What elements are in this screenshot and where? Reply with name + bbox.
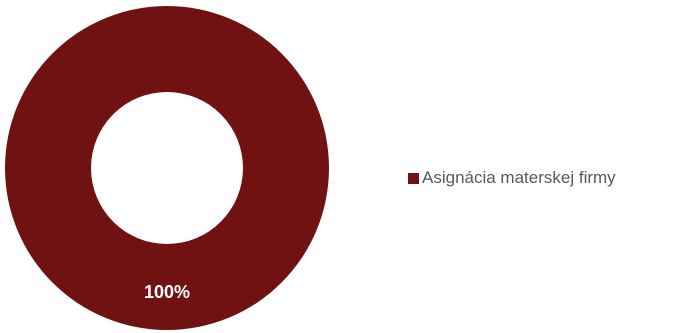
data-label-asignacia-materskej-firmy: 100% — [144, 282, 190, 302]
slice-asignacia-materskej-firmy — [5, 6, 329, 330]
slice-group — [5, 6, 329, 330]
legend-label-asignacia-materskej-firmy: Asignácia materskej firmy — [422, 168, 616, 187]
legend-swatch-asignacia-materskej-firmy — [408, 172, 419, 184]
data-label-group: 100% — [144, 282, 190, 302]
legend: Asignácia materskej firmy — [408, 168, 616, 188]
